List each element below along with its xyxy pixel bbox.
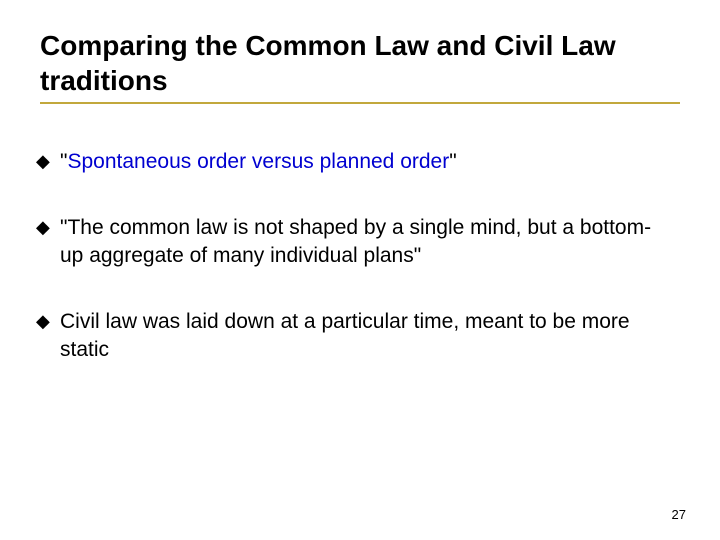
- bullet-item: ◆ "Spontaneous order versus planned orde…: [36, 148, 670, 176]
- title-block: Comparing the Common Law and Civil Law t…: [40, 28, 680, 104]
- slide: Comparing the Common Law and Civil Law t…: [0, 0, 720, 540]
- bullet-icon: ◆: [36, 214, 50, 240]
- bullet-item: ◆ "The common law is not shaped by a sin…: [36, 214, 670, 270]
- bullet-text: "Spontaneous order versus planned order": [60, 148, 457, 176]
- page-number: 27: [672, 507, 686, 522]
- body-content: ◆ "Spontaneous order versus planned orde…: [30, 148, 690, 364]
- bullet-icon: ◆: [36, 308, 50, 334]
- close-quote: ": [449, 150, 456, 173]
- title-underline: [40, 102, 680, 104]
- emphasized-phrase: Spontaneous order versus planned order: [67, 150, 449, 173]
- bullet-icon: ◆: [36, 148, 50, 174]
- bullet-item: ◆ Civil law was laid down at a particula…: [36, 308, 670, 364]
- slide-title: Comparing the Common Law and Civil Law t…: [40, 28, 680, 98]
- bullet-text: "The common law is not shaped by a singl…: [60, 214, 670, 270]
- bullet-text: Civil law was laid down at a particular …: [60, 308, 670, 364]
